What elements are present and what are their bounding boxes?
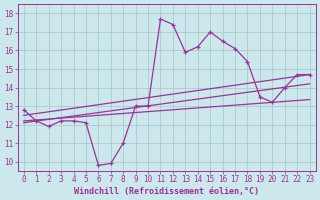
X-axis label: Windchill (Refroidissement éolien,°C): Windchill (Refroidissement éolien,°C) [74,187,259,196]
